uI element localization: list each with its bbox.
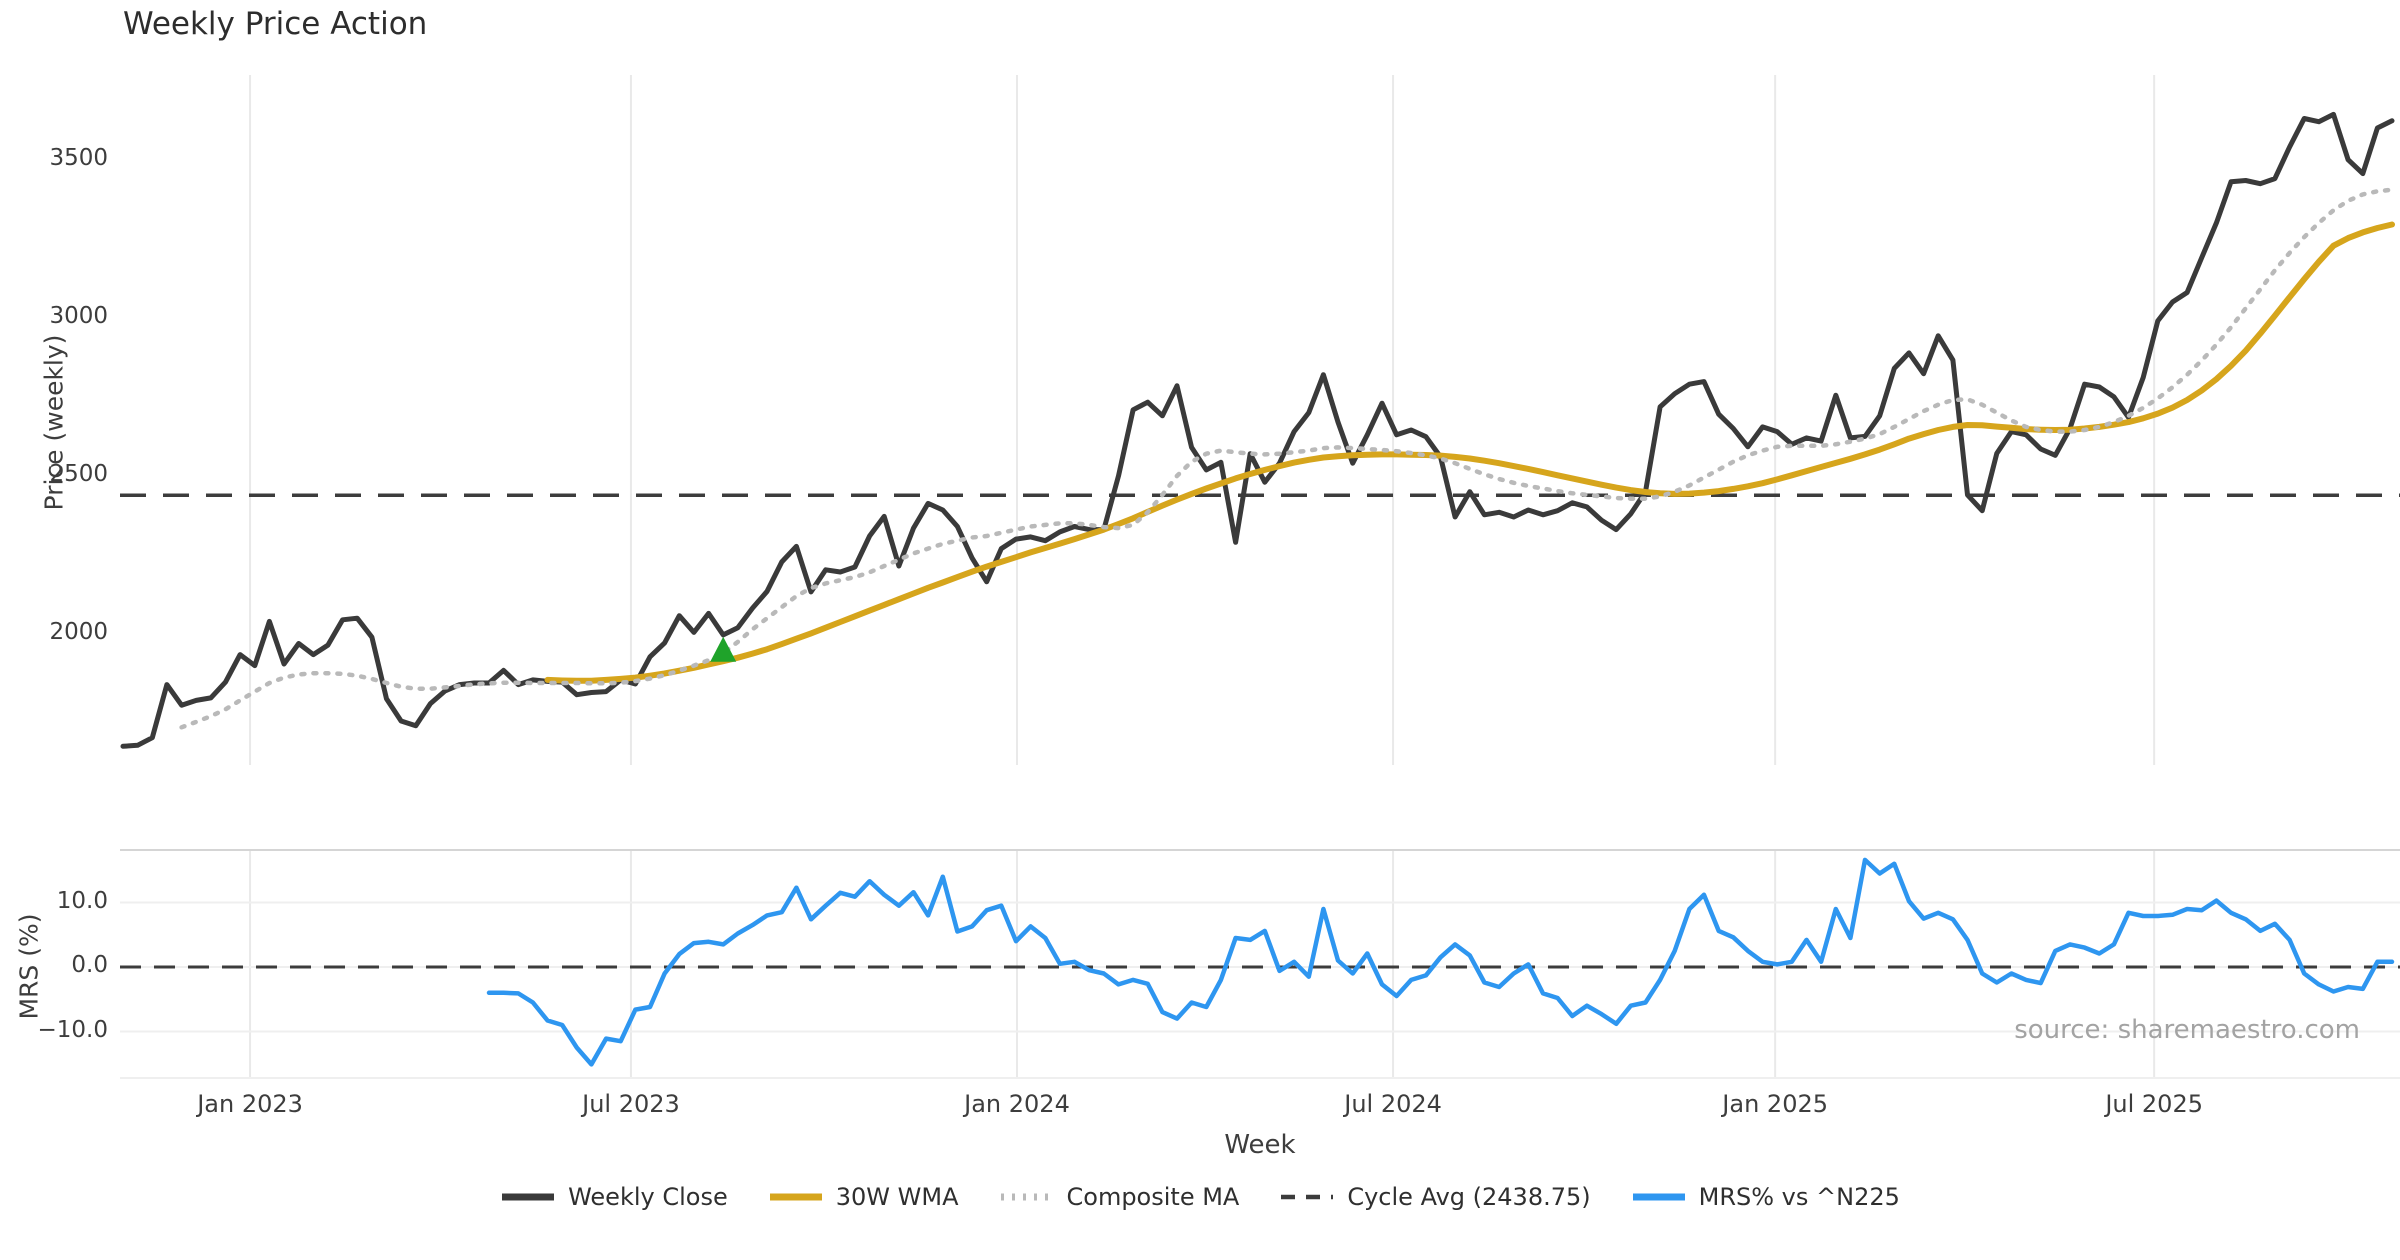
price-tick-label: 3500 <box>49 144 108 171</box>
composite-ma-line <box>179 187 2395 730</box>
x-tick-label: Jan 2023 <box>197 1090 303 1118</box>
legend-solid-line-icon <box>1632 1193 1685 1201</box>
mrs-tick-label: −10.0 <box>37 1016 108 1043</box>
legend: Weekly Close 30W WMA Composite MA Cycle Avg… <box>0 1183 2400 1211</box>
weekly-close-line <box>120 111 2395 749</box>
legend-item-30w-wma: 30W WMA <box>768 1183 959 1211</box>
legend-item-weekly-close: Weekly Close <box>500 1183 728 1211</box>
legend-item-mrs-vs-n225: MRS% vs ^N225 <box>1631 1183 1900 1211</box>
legend-label: MRS% vs ^N225 <box>1698 1183 1900 1211</box>
x-tick-label: Jul 2025 <box>2105 1090 2203 1118</box>
mrs-tick-label: 0.0 <box>71 952 108 978</box>
legend-label: Weekly Close <box>568 1183 728 1211</box>
legend-solid-line-icon <box>769 1193 822 1201</box>
x-tick-label: Jan 2024 <box>964 1090 1070 1118</box>
legend-solid-line-icon <box>502 1193 555 1201</box>
x-tick-label: Jan 2025 <box>1722 1090 1828 1118</box>
price-tick-label: 3000 <box>49 302 108 329</box>
x-tick-label: Jul 2024 <box>1344 1090 1442 1118</box>
price-tick-label: 2000 <box>49 619 108 645</box>
x-axis-title: Week <box>1224 1130 1296 1160</box>
x-tick-label: Jul 2023 <box>582 1090 680 1118</box>
legend-label: Cycle Avg (2438.75) <box>1347 1183 1591 1211</box>
legend-item-cycle-avg-2438-75-: Cycle Avg (2438.75) <box>1279 1183 1591 1211</box>
page-title: Weekly Price Action <box>123 6 428 42</box>
legend-item-composite-ma: Composite MA <box>999 1183 1240 1211</box>
price-tick-label: 2500 <box>49 460 108 487</box>
legend-dotted-line-icon <box>1000 1193 1053 1201</box>
30w-wma-line <box>544 221 2395 684</box>
mrs-tick-label: 10.0 <box>56 887 108 914</box>
legend-dashed-line-icon <box>1281 1194 1334 1200</box>
legend-label: 30W WMA <box>835 1183 959 1211</box>
mrs-line <box>486 857 2395 1067</box>
buy-signal-marker <box>710 636 737 662</box>
legend-label: Composite MA <box>1066 1183 1240 1211</box>
source-credit: source: sharemaestro.com <box>2014 1015 2360 1045</box>
